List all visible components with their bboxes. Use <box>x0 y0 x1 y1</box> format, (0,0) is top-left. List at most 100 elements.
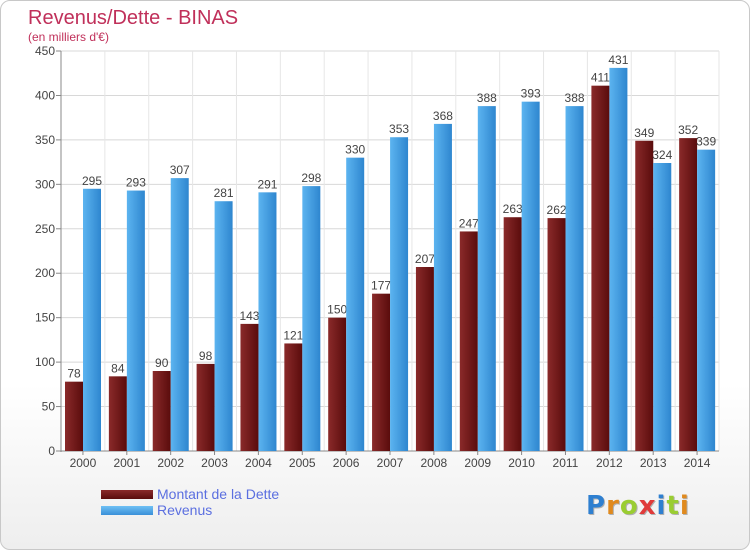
data-label-dette: 143 <box>239 309 259 323</box>
bar-revenus <box>565 106 584 451</box>
bar-revenus <box>521 101 540 452</box>
bar-dette <box>459 231 478 451</box>
logo-letter: i <box>656 491 667 521</box>
data-label-revenus: 291 <box>257 177 277 191</box>
logo-letter: r <box>606 491 620 521</box>
bar-revenus <box>390 137 409 451</box>
x-tick-label: 2009 <box>464 456 491 470</box>
bar-revenus <box>609 67 628 451</box>
data-label-revenus: 293 <box>126 176 146 190</box>
bar-dette <box>152 371 171 451</box>
y-tick-label: 350 <box>35 133 55 147</box>
data-label-dette: 411 <box>591 71 610 85</box>
data-label-revenus: 431 <box>608 53 628 67</box>
data-label-revenus: 298 <box>301 171 321 185</box>
bar-dette <box>240 323 259 451</box>
legend-swatch-revenus <box>101 506 153 515</box>
data-label-dette: 263 <box>503 202 523 216</box>
bar-revenus <box>83 188 101 451</box>
x-tick-label: 2001 <box>113 456 140 470</box>
data-label-dette: 78 <box>67 367 81 381</box>
bar-revenus <box>214 201 233 451</box>
data-label-revenus: 324 <box>652 148 672 162</box>
legend-label-dette: Montant de la Dette <box>157 486 280 502</box>
bar-revenus <box>346 157 365 451</box>
y-tick-label: 250 <box>35 222 55 236</box>
bar-revenus <box>653 163 672 451</box>
data-label-dette: 84 <box>111 361 125 375</box>
chart-subtitle: (en milliers d'€) <box>28 30 109 44</box>
x-tick-label: 2002 <box>157 456 184 470</box>
data-label-revenus: 388 <box>477 91 497 105</box>
logo-letter: t <box>666 491 680 521</box>
x-tick-label: 2007 <box>377 456 404 470</box>
bar-dette <box>328 317 347 451</box>
x-tick-label: 2005 <box>289 456 316 470</box>
bar-dette <box>679 138 698 451</box>
bar-dette <box>196 363 215 451</box>
bar-dette <box>415 267 434 451</box>
bar-revenus <box>126 190 145 452</box>
x-tick-label: 2008 <box>421 456 448 470</box>
x-tick-label: 2014 <box>684 456 711 470</box>
bar-dette <box>65 381 83 451</box>
logo-letter: i <box>679 491 690 521</box>
bar-dette <box>372 293 391 451</box>
data-label-dette: 247 <box>459 216 479 230</box>
data-label-revenus: 295 <box>82 174 102 188</box>
y-tick-label: 100 <box>35 355 55 369</box>
bar-dette <box>591 85 610 452</box>
logo-letter: x <box>638 491 657 521</box>
data-label-revenus: 330 <box>345 143 365 157</box>
y-tick-label: 450 <box>35 44 55 58</box>
data-label-revenus: 388 <box>565 91 585 105</box>
bar-dette <box>108 376 127 451</box>
data-label-dette: 262 <box>547 203 567 217</box>
data-label-dette: 207 <box>415 252 435 266</box>
data-label-dette: 121 <box>283 328 303 342</box>
data-label-revenus: 307 <box>170 163 190 177</box>
legend-label-revenus: Revenus <box>157 502 213 518</box>
data-label-dette: 352 <box>678 123 698 137</box>
bar-revenus <box>170 178 189 451</box>
data-label-revenus: 393 <box>521 87 541 101</box>
bar-dette <box>284 343 303 451</box>
chart-title: Revenus/Dette - BINAS <box>28 7 239 29</box>
data-label-dette: 98 <box>199 349 213 363</box>
data-label-dette: 150 <box>327 303 347 317</box>
y-tick-label: 200 <box>35 266 55 280</box>
y-tick-label: 0 <box>48 444 55 458</box>
data-label-dette: 177 <box>371 279 391 293</box>
x-tick-label: 2004 <box>245 456 272 470</box>
x-tick-label: 2006 <box>333 456 360 470</box>
x-tick-label: 2012 <box>596 456 623 470</box>
logo-letter: P <box>586 491 607 521</box>
x-tick-label: 2000 <box>70 456 97 470</box>
x-tick-label: 2011 <box>553 456 579 470</box>
y-tick-label: 400 <box>35 88 55 102</box>
bar-revenus <box>433 123 452 451</box>
data-label-revenus: 339 <box>696 135 716 149</box>
x-tick-label: 2003 <box>201 456 228 470</box>
logo-letter: o <box>619 491 639 521</box>
x-tick-label: 2010 <box>508 456 535 470</box>
data-label-revenus: 368 <box>433 109 453 123</box>
data-label-revenus: 353 <box>389 122 409 136</box>
bar-revenus <box>477 106 496 451</box>
proxiti-logo: Proxiti <box>586 491 690 521</box>
data-label-revenus: 281 <box>214 186 234 200</box>
y-tick-label: 300 <box>35 177 55 191</box>
legend-swatch-dette <box>101 490 153 499</box>
x-tick-label: 2013 <box>640 456 667 470</box>
bar-dette <box>503 217 522 451</box>
data-label-dette: 349 <box>634 126 654 140</box>
bar-revenus <box>697 149 716 451</box>
bar-revenus <box>258 192 277 452</box>
y-tick-label: 150 <box>35 311 55 325</box>
bar-dette <box>547 218 566 451</box>
y-tick-label: 50 <box>42 400 56 414</box>
bar-dette <box>635 140 654 451</box>
bar-revenus <box>302 186 321 451</box>
